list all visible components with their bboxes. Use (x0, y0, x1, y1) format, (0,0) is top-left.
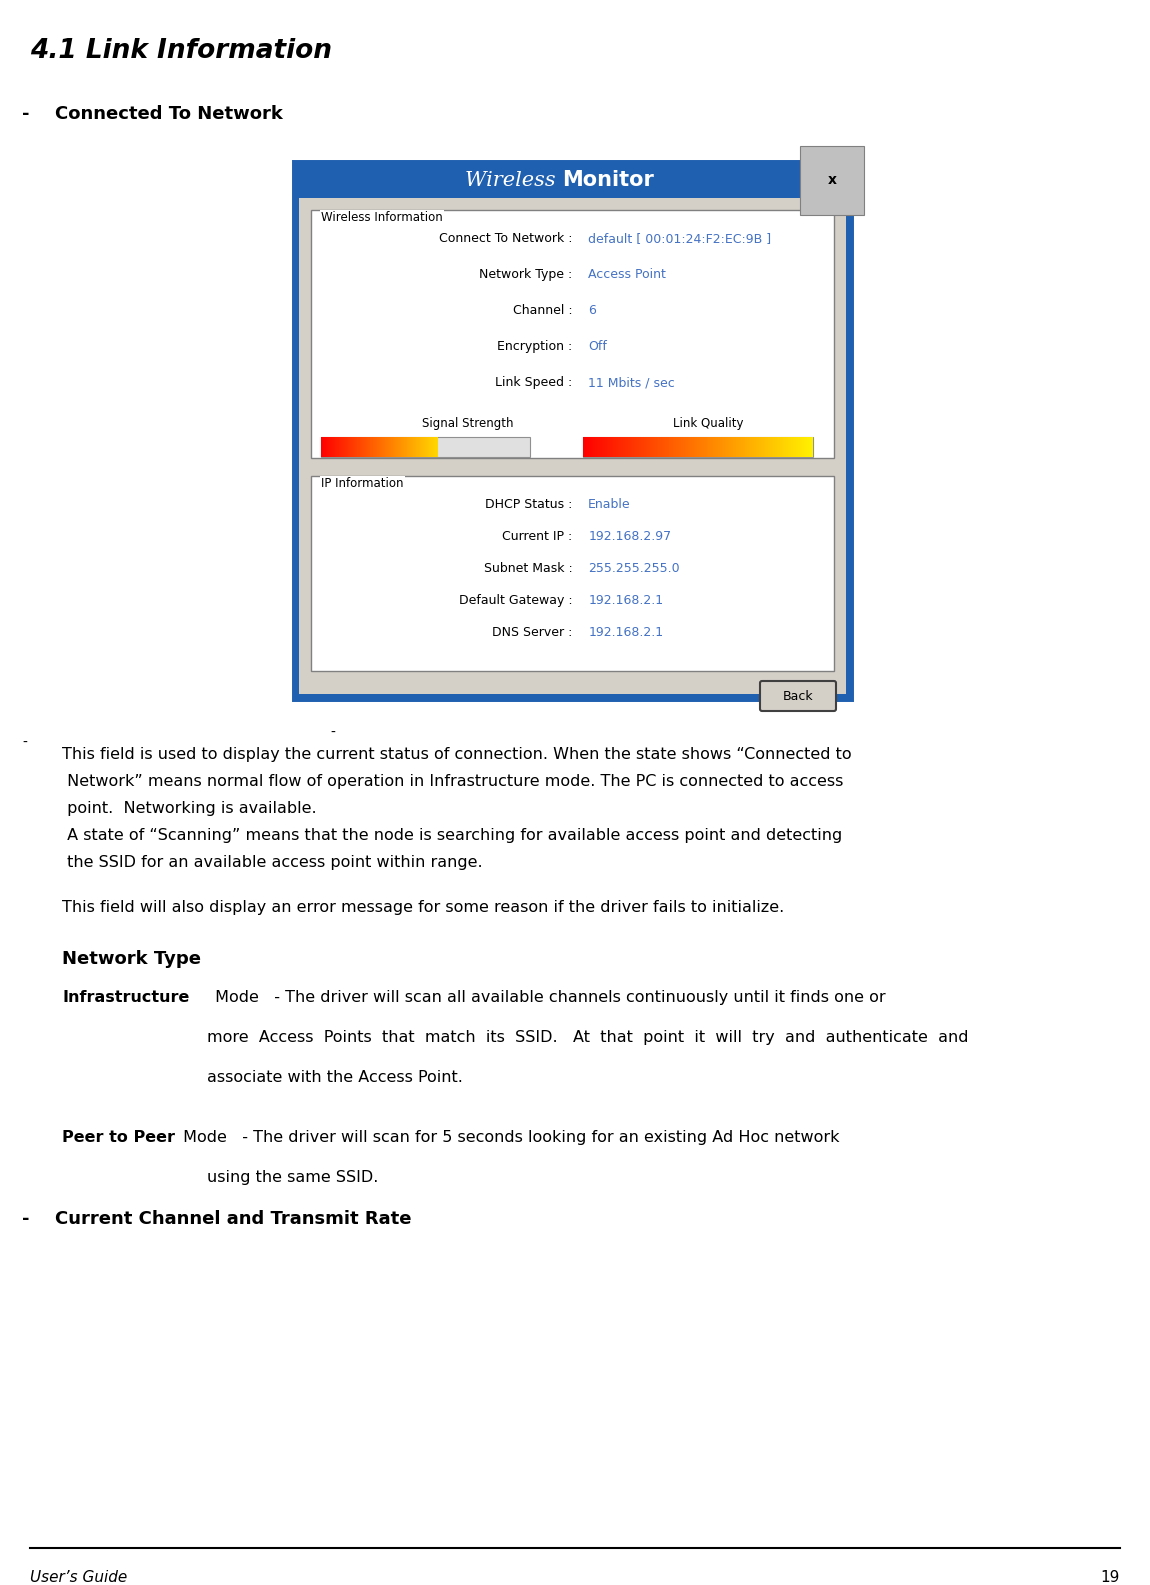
Text: DHCP Status :: DHCP Status : (485, 498, 573, 510)
Text: Network Type :: Network Type : (480, 268, 573, 281)
Text: -: - (22, 105, 30, 124)
Text: 192.168.2.1: 192.168.2.1 (588, 594, 664, 607)
Text: more  Access  Points  that  match  its  SSID.   At  that  point  it  will  try  : more Access Points that match its SSID. … (207, 1030, 968, 1045)
Text: Current Channel and Transmit Rate: Current Channel and Transmit Rate (55, 1209, 412, 1228)
Text: the SSID for an available access point within range.: the SSID for an available access point w… (62, 854, 483, 870)
Text: 4.1 Link Information: 4.1 Link Information (30, 38, 332, 63)
Text: Connect To Network :: Connect To Network : (439, 231, 573, 246)
Text: Off: Off (588, 341, 607, 353)
Text: This field will also display an error message for some reason if the driver fail: This field will also display an error me… (62, 900, 784, 915)
Text: using the same SSID.: using the same SSID. (207, 1170, 378, 1186)
Text: Channel :: Channel : (513, 304, 573, 317)
Bar (296, 163, 850, 697)
Text: Default Gateway :: Default Gateway : (459, 594, 573, 607)
Bar (310, 476, 834, 670)
Text: User’s Guide: User’s Guide (30, 1571, 128, 1585)
Text: -: - (22, 1209, 30, 1228)
Text: IP Information: IP Information (321, 477, 404, 490)
Text: -: - (330, 726, 335, 740)
Text: Wireless Information: Wireless Information (321, 211, 443, 223)
Text: Current IP :: Current IP : (503, 529, 573, 544)
Text: A state of “Scanning” means that the node is searching for available access poin: A state of “Scanning” means that the nod… (62, 827, 842, 843)
Bar (321, 437, 530, 456)
Text: Connected To Network: Connected To Network (55, 105, 283, 124)
Text: 192.168.2.97: 192.168.2.97 (588, 529, 672, 544)
Text: Network Type: Network Type (62, 949, 201, 968)
Text: Encryption :: Encryption : (497, 341, 573, 353)
Text: Signal Strength: Signal Strength (422, 417, 514, 430)
Text: point.  Networking is available.: point. Networking is available. (62, 800, 316, 816)
Bar (299, 163, 846, 198)
Text: Back: Back (783, 689, 813, 702)
Text: default [ 00:01:24:F2:EC:9B ]: default [ 00:01:24:F2:EC:9B ] (588, 231, 772, 246)
Text: Network” means normal flow of operation in Infrastructure mode. The PC is connec: Network” means normal flow of operation … (62, 773, 843, 789)
Text: 192.168.2.1: 192.168.2.1 (588, 626, 664, 639)
Text: DNS Server :: DNS Server : (492, 626, 573, 639)
Text: 19: 19 (1101, 1571, 1120, 1585)
Text: Access Point: Access Point (588, 268, 666, 281)
Text: Link Speed :: Link Speed : (496, 376, 573, 388)
Text: x: x (828, 173, 836, 187)
Bar (310, 209, 834, 458)
Text: Mode   - The driver will scan all available channels continuously until it finds: Mode - The driver will scan all availabl… (210, 991, 886, 1005)
Text: 6: 6 (588, 304, 596, 317)
Text: Link Quality: Link Quality (673, 417, 744, 430)
Bar (310, 476, 834, 670)
Bar (310, 209, 834, 458)
Bar (583, 437, 813, 456)
Text: Monitor: Monitor (562, 171, 654, 190)
Text: Wireless: Wireless (466, 171, 562, 190)
Text: associate with the Access Point.: associate with the Access Point. (207, 1070, 462, 1086)
FancyBboxPatch shape (760, 682, 836, 712)
Text: Mode   - The driver will scan for 5 seconds looking for an existing Ad Hoc netwo: Mode - The driver will scan for 5 second… (178, 1130, 840, 1144)
Text: Enable: Enable (588, 498, 631, 510)
Text: 255.255.255.0: 255.255.255.0 (588, 563, 680, 575)
Text: Infrastructure: Infrastructure (62, 991, 190, 1005)
Text: Subnet Mask :: Subnet Mask : (484, 563, 573, 575)
Text: This field is used to display the current status of connection. When the state s: This field is used to display the curren… (62, 747, 852, 762)
Text: -: - (22, 735, 26, 750)
Bar (299, 198, 846, 694)
Text: Peer to Peer: Peer to Peer (62, 1130, 175, 1144)
Text: 11 Mbits / sec: 11 Mbits / sec (588, 376, 675, 388)
